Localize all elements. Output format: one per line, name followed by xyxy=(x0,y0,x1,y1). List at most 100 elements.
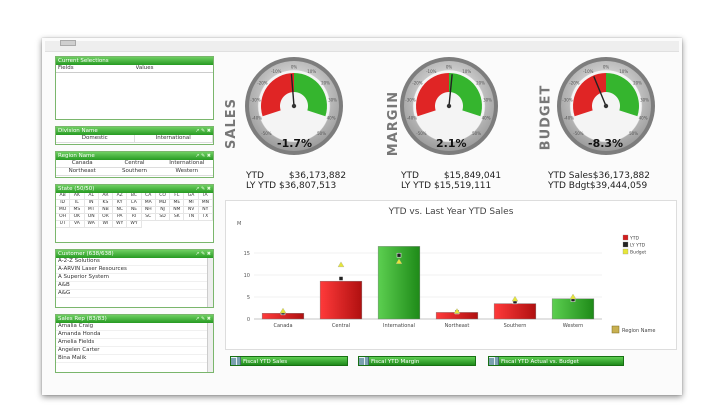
current-selections-columns: Fields Values xyxy=(56,65,213,73)
state-item[interactable]: MO xyxy=(56,207,71,214)
sheet-tab[interactable] xyxy=(60,40,76,46)
state-item[interactable]: MN xyxy=(198,200,213,207)
state-item[interactable]: GA xyxy=(184,193,199,200)
state-item[interactable]: CO xyxy=(155,193,171,200)
budget-marker[interactable] xyxy=(337,261,345,268)
state-item[interactable]: ME xyxy=(170,200,185,207)
state-item[interactable]: NJ xyxy=(155,207,171,214)
state-item[interactable]: AZ xyxy=(113,193,128,200)
budget-gauge-value: -8.3% xyxy=(588,137,624,150)
state-item[interactable]: IA xyxy=(198,193,213,200)
state-item[interactable]: WI xyxy=(98,221,114,228)
customer-item[interactable]: A-2-Z Solutions xyxy=(56,258,213,266)
division-item[interactable]: International xyxy=(134,135,213,143)
state-item[interactable]: WA xyxy=(84,221,99,228)
state-item[interactable]: OH xyxy=(56,214,71,221)
chart-x-axis-label: Region Name xyxy=(622,328,655,334)
state-item[interactable]: NB xyxy=(98,207,114,214)
region-header: Region Name ↗ ✎ ✖ xyxy=(56,152,213,160)
dimension-icon[interactable] xyxy=(611,325,620,334)
state-item[interactable]: PA xyxy=(113,214,128,221)
margin-gauge: -50% -40% -30% -20% -10% 0% 10% 20% 30% 40% 50% xyxy=(400,57,498,155)
customer-item[interactable]: A&G xyxy=(56,290,213,298)
state-item[interactable]: SC xyxy=(141,214,156,221)
state-item[interactable]: TX xyxy=(198,214,213,221)
region-item[interactable]: Southern xyxy=(108,168,161,176)
state-item[interactable]: MT xyxy=(84,207,99,214)
sales-rep-item[interactable]: Bina Malik xyxy=(56,355,213,363)
division-item[interactable]: Domestic xyxy=(56,135,135,143)
state-item[interactable]: NY xyxy=(198,207,213,214)
gauge-scale-label: 10% xyxy=(619,69,628,74)
customer-item[interactable]: A Superior System xyxy=(56,274,213,282)
state-item[interactable]: SK xyxy=(170,214,185,221)
ly-ytd-marker[interactable] xyxy=(338,276,344,281)
state-item[interactable]: MD xyxy=(155,200,171,207)
state-item[interactable]: NC xyxy=(113,207,128,214)
state-item[interactable]: ID xyxy=(56,200,71,207)
ytd-bar[interactable] xyxy=(319,280,363,320)
panel-controls-icon[interactable]: ↗ ✎ ✖ xyxy=(195,128,211,134)
sales-rep-item[interactable]: Amalia Craig xyxy=(56,323,213,331)
state-item[interactable]: AK xyxy=(70,193,85,200)
state-item[interactable]: AB xyxy=(56,193,71,200)
region-item[interactable]: Northeast xyxy=(56,168,109,176)
state-item[interactable]: IN xyxy=(84,200,99,207)
region-item[interactable]: Canada xyxy=(56,160,109,168)
fiscal-ytd-actual-vs-budget-button[interactable]: Fiscal YTD Actual vs. Budget xyxy=(488,356,624,366)
region-item[interactable]: Western xyxy=(160,168,213,176)
state-item[interactable]: CA xyxy=(141,193,156,200)
region-item[interactable]: Central xyxy=(108,160,161,168)
state-item[interactable]: MI xyxy=(184,200,199,207)
ytd-bar[interactable] xyxy=(377,246,421,320)
state-item[interactable]: IL xyxy=(70,200,85,207)
state-item[interactable]: AR xyxy=(98,193,114,200)
customer-item[interactable]: A&B xyxy=(56,282,213,290)
state-item[interactable]: FL xyxy=(170,193,185,200)
region-item[interactable]: International xyxy=(160,160,213,168)
sales-rep-item[interactable]: Amanda Honda xyxy=(56,331,213,339)
panel-controls-icon[interactable]: ↗ ✎ ✖ xyxy=(195,153,211,159)
sales-rep-item[interactable]: Amelia Fields xyxy=(56,339,213,347)
budget-marker[interactable] xyxy=(395,258,403,264)
customer-scrollbar[interactable] xyxy=(207,258,213,307)
state-item[interactable]: NE xyxy=(127,207,142,214)
state-item[interactable]: RI xyxy=(127,214,142,221)
state-item[interactable]: TN xyxy=(184,214,199,221)
ytd-bar[interactable] xyxy=(493,303,537,320)
state-item[interactable]: OR xyxy=(98,214,114,221)
budget-marker[interactable] xyxy=(511,295,519,302)
sales-rep-item[interactable]: Angelen Carter xyxy=(56,347,213,355)
fiscal-ytd-sales-button[interactable]: Fiscal YTD Sales xyxy=(230,356,348,366)
panel-controls-icon[interactable]: ↗ ✎ ✖ xyxy=(195,186,211,192)
state-item[interactable]: UT xyxy=(56,221,71,228)
state-item[interactable]: WY xyxy=(127,221,142,228)
sales-rep-scrollbar[interactable] xyxy=(207,323,213,372)
state-item[interactable]: KS xyxy=(98,200,114,207)
budget-marker[interactable] xyxy=(569,293,577,300)
state-item[interactable]: MA xyxy=(141,200,156,207)
state-item[interactable]: WY xyxy=(113,221,128,228)
budget-marker[interactable] xyxy=(453,308,461,314)
budget-marker[interactable] xyxy=(279,307,287,314)
state-item[interactable]: AL xyxy=(84,193,99,200)
state-item[interactable]: MS xyxy=(70,207,85,214)
state-item[interactable]: LA xyxy=(127,200,142,207)
panel-controls-icon[interactable]: ↗ ✎ ✖ xyxy=(195,316,211,322)
customer-item[interactable]: A-ARVIN Laser Resources xyxy=(56,266,213,274)
state-item[interactable]: SD xyxy=(155,214,171,221)
state-item[interactable]: KY xyxy=(113,200,128,207)
state-item[interactable]: ON xyxy=(84,214,99,221)
margin-gauge-value: 2.1% xyxy=(436,137,467,150)
state-item[interactable]: NM xyxy=(170,207,185,214)
state-item[interactable]: BC xyxy=(127,193,142,200)
state-item[interactable]: NV xyxy=(184,207,199,214)
state-item[interactable]: OK xyxy=(70,214,85,221)
ly-ytd-marker[interactable] xyxy=(396,252,402,258)
customer-header: Customer (638/638) ↗ ✎ ✖ xyxy=(56,250,213,258)
state-item[interactable]: NH xyxy=(141,207,156,214)
fiscal-ytd-margin-button[interactable]: Fiscal YTD Margin xyxy=(358,356,476,366)
margin-ytd-label: YTD xyxy=(401,171,419,181)
state-item[interactable]: VA xyxy=(70,221,85,228)
panel-controls-icon[interactable]: ↗ ✎ ✖ xyxy=(195,251,211,257)
